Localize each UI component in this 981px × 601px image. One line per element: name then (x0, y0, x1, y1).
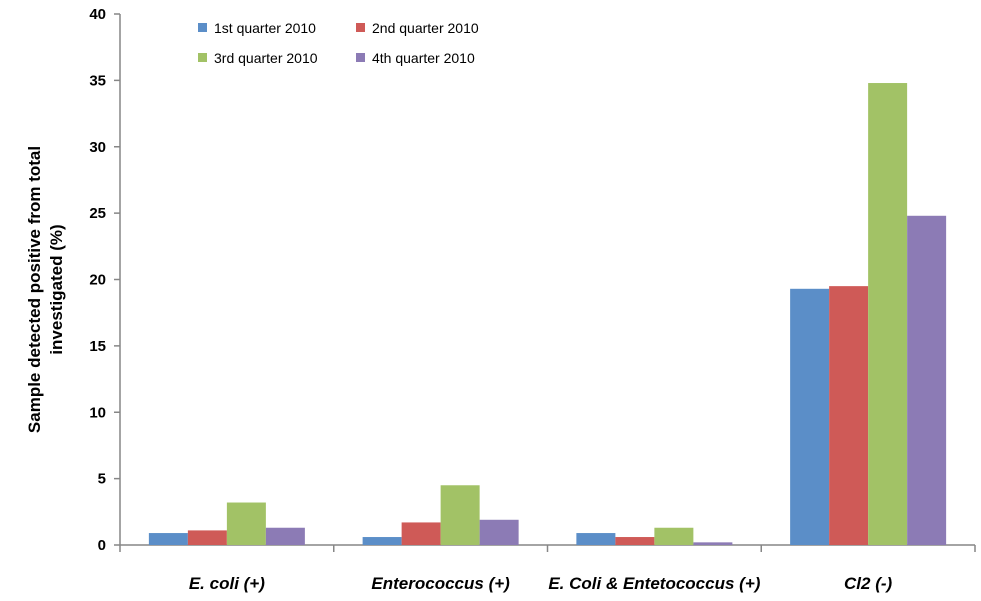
bar (615, 537, 655, 545)
y-tick-label: 25 (89, 205, 106, 222)
y-axis-label-line: Sample detected positive from total (25, 146, 44, 433)
y-tick-label: 35 (89, 72, 106, 89)
y-axis-label-line: investigated (%) (47, 224, 66, 354)
bar (790, 288, 830, 545)
x-category-label: E. coli (+) (189, 574, 265, 593)
bar (265, 527, 305, 545)
bar (693, 542, 733, 545)
bar (187, 530, 227, 545)
x-category-label: Enterococcus (+) (371, 574, 510, 593)
bar (654, 527, 694, 545)
bar (362, 537, 402, 545)
bar (868, 83, 908, 545)
legend-swatch (356, 53, 365, 62)
y-tick-label: 15 (89, 338, 106, 355)
y-tick-label: 10 (89, 404, 106, 421)
y-tick-label: 0 (98, 537, 106, 554)
x-category-label: E. Coli & Entetococcus (+) (548, 574, 760, 593)
bar (576, 533, 616, 545)
y-axis-title: Sample detected positive from total inves… (25, 146, 66, 433)
bars (148, 83, 947, 545)
legend-swatch (198, 53, 207, 62)
bar (479, 519, 519, 545)
legend-label: 3rd quarter 2010 (214, 50, 318, 66)
y-axis-label: Sample detected positive from total inves… (25, 146, 66, 433)
bar (440, 485, 480, 545)
bar (148, 533, 188, 545)
y-tick-label: 20 (89, 272, 106, 289)
y-tick-label: 30 (89, 139, 106, 156)
x-category-label: Cl2 (-) (844, 574, 893, 593)
legend-swatch (198, 23, 207, 32)
axes: 0 5 10 15 20 25 30 35 40 E. coli (+) Enterococcus … (89, 6, 976, 593)
bar (226, 502, 266, 545)
legend-label: 4th quarter 2010 (372, 50, 475, 66)
y-tick-label: 5 (98, 471, 106, 488)
bar (829, 286, 869, 545)
legend-swatch (356, 23, 365, 32)
y-tick-label: 40 (89, 6, 106, 23)
legend-label: 2nd quarter 2010 (372, 20, 479, 36)
bar (401, 522, 441, 545)
legend-label: 1st quarter 2010 (214, 20, 316, 36)
bar (907, 215, 947, 545)
legend: 1st quarter 2010 2nd quarter 2010 3rd quar… (198, 20, 479, 66)
